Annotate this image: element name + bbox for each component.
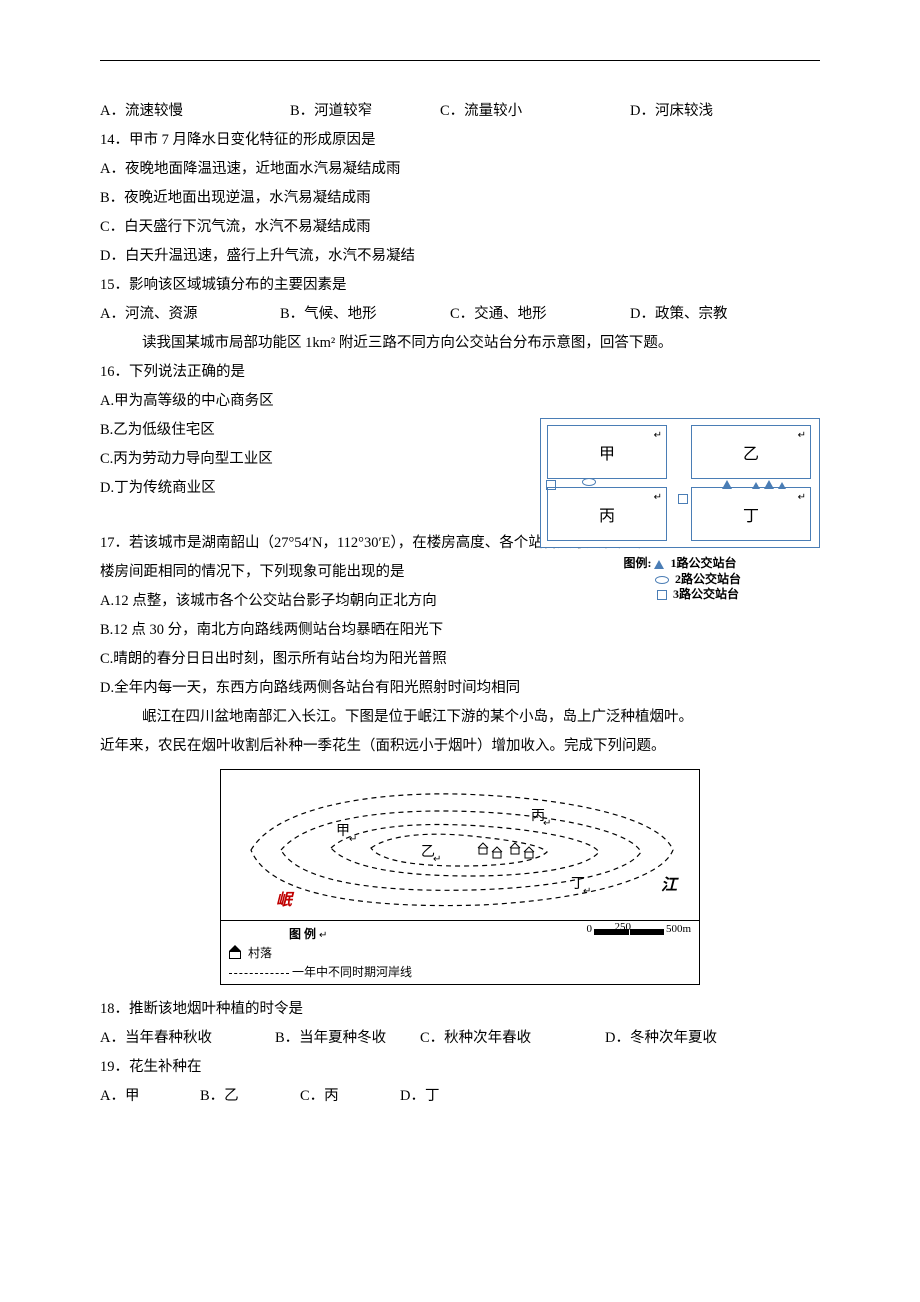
island-legend-line: 一年中不同时期河岸线 <box>292 965 412 979</box>
q13-options: A．流速较慢B．河道较窄C．流量较小D．河床较浅 <box>100 97 820 126</box>
q16-opt-a: A.甲为高等级的中心商务区 <box>100 387 820 416</box>
cell-bing: 丙↵ <box>547 487 667 541</box>
enter-mark: ↵ <box>319 930 327 941</box>
legend-1: 1路公交站台 <box>670 556 736 570</box>
svg-text:↵: ↵ <box>433 854 441 865</box>
scale-250: 250 <box>614 921 631 933</box>
q13-opt-b: B．河道较窄 <box>290 97 440 126</box>
svg-text:↵: ↵ <box>583 886 591 897</box>
triangle-icon <box>654 560 664 569</box>
q18-options: A．当年春种秋收B．当年夏种冬收C．秋种次年春收D．冬种次年夏收 <box>100 1024 820 1053</box>
oval-icon <box>655 576 669 584</box>
q15-opt-b: B．气候、地形 <box>280 300 450 329</box>
q13-opt-a: A．流速较慢 <box>100 97 290 126</box>
scale-bar: 0 250 500m <box>586 923 691 935</box>
top-rule <box>100 60 820 61</box>
svg-text:江: 江 <box>661 876 679 894</box>
scale-500: 500m <box>666 923 691 935</box>
enter-mark: ↵ <box>654 430 662 441</box>
figure-busstop: 甲↵ 乙↵ 丙↵ 丁↵ 图例: 1路公交站台 2路公交站台 3路公交站台 <box>540 418 820 603</box>
q14-opt-c: C．白天盛行下沉气流，水汽不易凝结成雨 <box>100 213 820 242</box>
cell-yi: 乙↵ <box>691 425 811 479</box>
busstop-grid: 甲↵ 乙↵ 丙↵ 丁↵ <box>540 418 820 548</box>
intro-island-2: 近年来，农民在烟叶收割后补种一季花生（面积远小于烟叶）增加收入。完成下列问题。 <box>100 732 820 761</box>
q14-opt-a: A．夜晚地面降温迅速，近地面水汽易凝结成雨 <box>100 155 820 184</box>
figure-island: 甲 ↵ 乙 ↵ 丙 ↵ 丁 ↵ 岷 江 图 例 ↵ 村落 <box>220 769 700 985</box>
q18-opt-c: C．秋种次年春收 <box>420 1024 605 1053</box>
svg-text:↵: ↵ <box>543 818 551 829</box>
enter-mark: ↵ <box>798 430 806 441</box>
intro-island-1: 岷江在四川盆地南部汇入长江。下图是位于岷江下游的某个小岛，岛上广泛种植烟叶。 <box>100 703 820 732</box>
q15-opt-d: D．政策、宗教 <box>630 300 727 329</box>
cell-ding: 丁↵ <box>691 487 811 541</box>
island-svg: 甲 ↵ 乙 ↵ 丙 ↵ 丁 ↵ 岷 江 <box>221 770 699 920</box>
oval-icon <box>582 478 596 486</box>
dashed-line-icon <box>229 973 289 974</box>
q19-opt-a: A．甲 <box>100 1082 200 1111</box>
q19-opt-c: C．丙 <box>300 1082 400 1111</box>
enter-mark: ↵ <box>798 492 806 503</box>
q13-opt-c: C．流量较小 <box>440 97 630 126</box>
q18-stem: 18．推断该地烟叶种植的时令是 <box>100 995 820 1024</box>
square-icon <box>657 590 667 600</box>
house-icon <box>229 947 239 957</box>
q13-opt-d: D．河床较浅 <box>630 97 713 126</box>
q14-opt-b: B．夜晚近地面出现逆温，水汽易凝结成雨 <box>100 184 820 213</box>
q15-opt-c: C．交通、地形 <box>450 300 630 329</box>
q18-opt-b: B．当年夏种冬收 <box>275 1024 420 1053</box>
cell-ding-label: 丁 <box>743 502 759 526</box>
cell-jia-label: 甲 <box>599 440 615 464</box>
q16-stem: 16．下列说法正确的是 <box>100 358 820 387</box>
q17-opt-c: C.晴朗的春分日日出时刻，图示所有站台均为阳光普照 <box>100 645 820 674</box>
island-legend-title: 图 例 <box>289 927 316 941</box>
scale-0: 0 <box>586 923 592 935</box>
q14-opt-d: D．白天升温迅速，盛行上升气流，水汽不易凝结 <box>100 242 820 271</box>
q14-stem: 14．甲市 7 月降水日变化特征的形成原因是 <box>100 126 820 155</box>
svg-text:甲: 甲 <box>336 824 350 839</box>
q19-opt-d: D．丁 <box>400 1082 439 1111</box>
cell-bing-label: 丙 <box>599 502 615 526</box>
enter-mark: ↵ <box>654 492 662 503</box>
legend-2: 2路公交站台 <box>675 572 741 586</box>
cell-jia: 甲↵ <box>547 425 667 479</box>
q15-options: A．河流、资源B．气候、地形C．交通、地形D．政策、宗教 <box>100 300 820 329</box>
island-legend: 图 例 ↵ 村落 一年中不同时期河岸线 0 250 500m <box>221 920 699 984</box>
q19-opt-b: B．乙 <box>200 1082 300 1111</box>
square-icon <box>678 494 688 504</box>
q15-stem: 15．影响该区域城镇分布的主要因素是 <box>100 271 820 300</box>
q17-opt-d: D.全年内每一天，东西方向路线两侧各站台有阳光照射时间均相同 <box>100 674 820 703</box>
intro-busstop: 读我国某城市局部功能区 1km² 附近三路不同方向公交站台分布示意图，回答下题。 <box>100 329 820 358</box>
legend-title: 图例: <box>623 556 651 570</box>
q19-stem: 19．花生补种在 <box>100 1053 820 1082</box>
q18-opt-d: D．冬种次年夏收 <box>605 1024 717 1053</box>
svg-text:岷: 岷 <box>276 891 295 909</box>
q17-opt-b: B.12 点 30 分，南北方向路线两侧站台均暴晒在阳光下 <box>100 616 820 645</box>
busstop-legend: 图例: 1路公交站台 2路公交站台 3路公交站台 <box>540 556 820 603</box>
svg-text:↵: ↵ <box>349 834 357 845</box>
q18-opt-a: A．当年春种秋收 <box>100 1024 275 1053</box>
legend-3: 3路公交站台 <box>673 587 739 601</box>
cell-yi-label: 乙 <box>743 440 759 464</box>
island-legend-house: 村落 <box>248 946 272 960</box>
q15-opt-a: A．河流、资源 <box>100 300 280 329</box>
q19-options: A．甲B．乙C．丙D．丁 <box>100 1082 820 1111</box>
